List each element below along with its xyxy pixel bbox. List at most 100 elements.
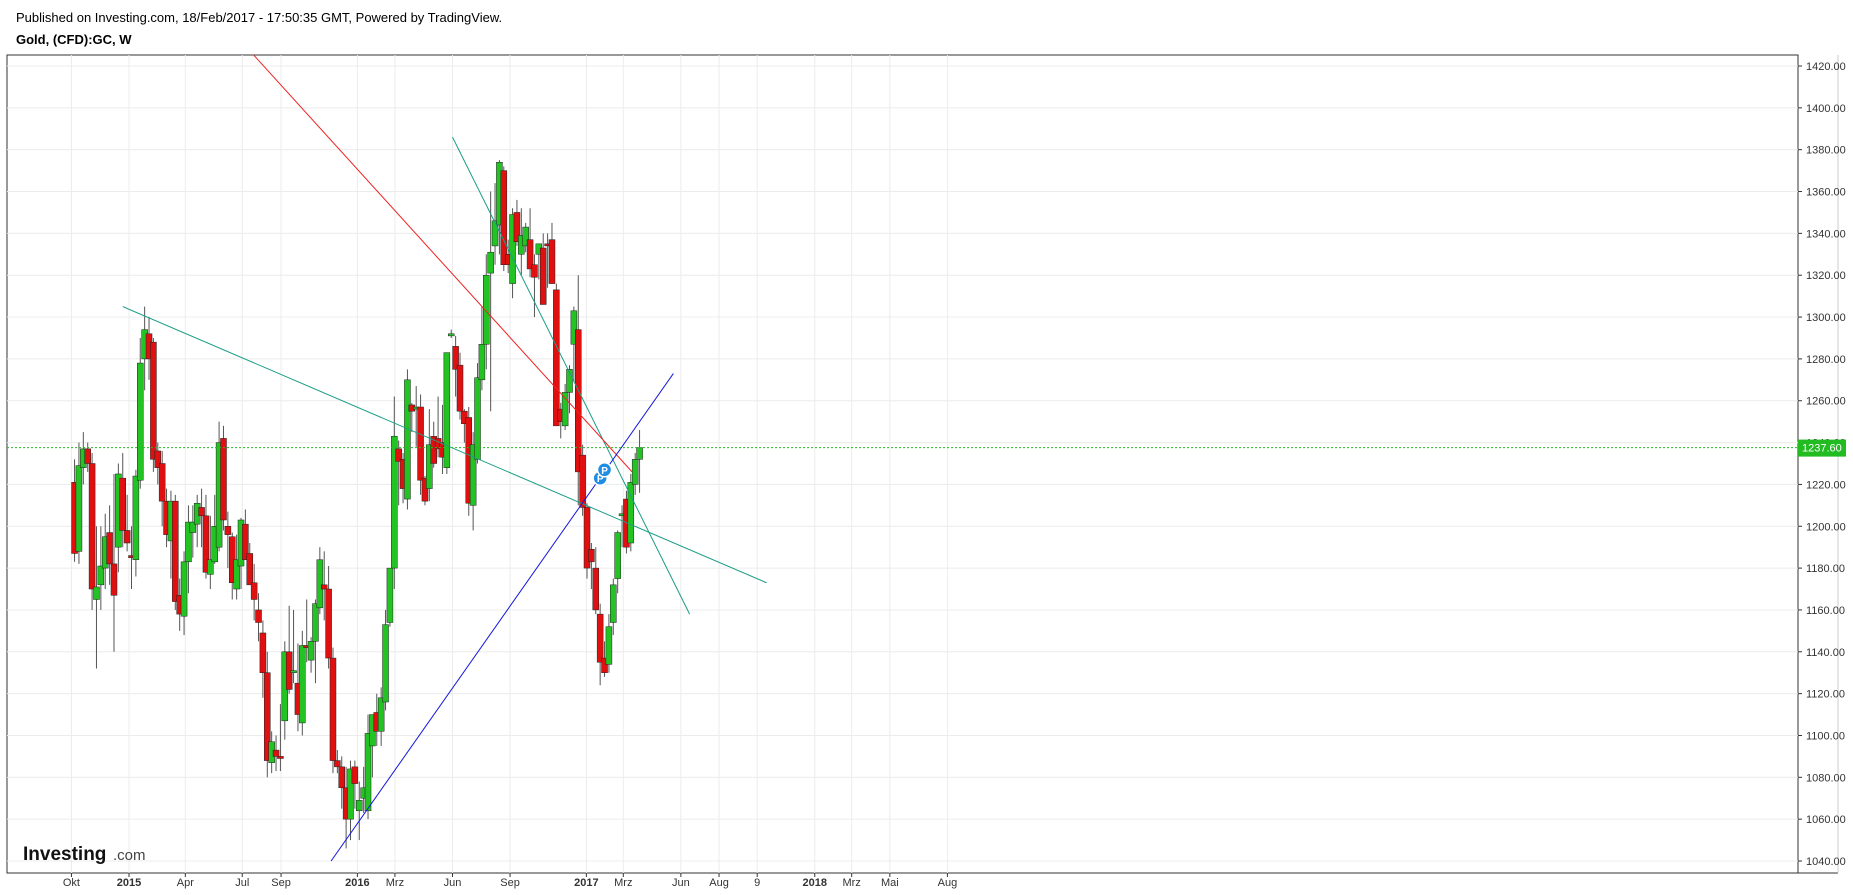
- candle-body-down: [539, 247, 547, 305]
- candle-body-up: [290, 670, 297, 673]
- candle-body-down: [255, 609, 262, 623]
- candle: [539, 233, 547, 305]
- annotations[interactable]: PP: [592, 462, 613, 486]
- candle-body-down: [456, 364, 464, 412]
- candle-body-up: [404, 379, 411, 500]
- y-tick-label: 1100.00: [1806, 730, 1845, 742]
- y-tick-label: 1300.00: [1806, 312, 1846, 324]
- candle-body-down: [84, 448, 91, 464]
- candle: [325, 566, 332, 669]
- y-tick-label: 1380.00: [1806, 145, 1846, 157]
- x-tick-label: Okt: [63, 877, 80, 889]
- x-axis-ticks: Okt 2015 Apr Jul Sep 2016 Mrz Jun Sep 2017 Mrz Jun A…: [63, 873, 957, 889]
- annotation-p-label: P: [597, 474, 604, 485]
- y-tick-label: 1200.00: [1806, 521, 1846, 533]
- x-tick-label: Mrz: [843, 877, 861, 889]
- candle-body-down: [325, 588, 332, 659]
- y-tick-label: 1360.00: [1806, 187, 1846, 199]
- annotation-p-bubble[interactable]: [596, 462, 613, 478]
- candle-body-up: [605, 626, 613, 665]
- candle: [364, 714, 372, 820]
- candle-body-up: [478, 344, 486, 381]
- candle-body-up: [483, 274, 490, 345]
- candle-body-down: [575, 329, 582, 473]
- candle-body-down: [351, 766, 359, 784]
- candle-body-up: [356, 800, 363, 812]
- candle: [338, 756, 345, 809]
- candle-body-down: [320, 584, 328, 590]
- candle-body-up: [636, 447, 643, 460]
- candle-body-up: [487, 251, 494, 274]
- candle: [382, 609, 389, 711]
- price-badge-label: 1237.60: [1802, 443, 1842, 455]
- candle-body-up: [180, 561, 188, 617]
- candle: [509, 208, 516, 299]
- candle: [106, 505, 113, 585]
- candle-body-down: [430, 436, 437, 464]
- y-tick-label: 1420.00: [1806, 61, 1846, 73]
- candle-body-down: [338, 766, 345, 789]
- candle-body-up: [377, 697, 385, 732]
- candle: [75, 442, 83, 564]
- candle-body-up: [316, 559, 324, 609]
- candle: [386, 567, 394, 627]
- candle: [561, 384, 569, 431]
- candle: [469, 432, 477, 531]
- candle-body-up: [522, 226, 529, 247]
- logo-brand: Investing: [23, 844, 106, 865]
- candle: [531, 254, 538, 318]
- candle: [426, 409, 433, 502]
- candle-body-down: [513, 212, 521, 242]
- candle-body-down: [417, 406, 424, 481]
- candle-body-down: [250, 582, 258, 600]
- candle: [220, 425, 227, 531]
- x-tick-label: 2016: [345, 877, 369, 889]
- candle: [522, 222, 529, 253]
- candle-body-up: [364, 733, 372, 812]
- y-tick-label: 1140.00: [1806, 647, 1845, 659]
- candle-body-down: [158, 463, 166, 502]
- candle-body-up: [307, 641, 315, 661]
- candle-body-down: [592, 567, 600, 611]
- candle: [526, 208, 534, 278]
- candle-body-up: [137, 362, 144, 481]
- candle: [347, 760, 354, 841]
- x-tick-label: Mrz: [386, 877, 404, 889]
- candle-body-down: [150, 341, 157, 460]
- candle: [189, 505, 197, 558]
- candle-body-down: [272, 749, 280, 757]
- candle-body-down: [500, 170, 508, 266]
- candle-body-down: [172, 500, 179, 602]
- candle: [417, 394, 424, 495]
- candle-body-down: [123, 530, 131, 544]
- trendlines: [122, 55, 767, 862]
- y-tick-label: 1180.00: [1806, 563, 1845, 575]
- trendline[interactable]: [452, 136, 691, 615]
- candle: [123, 494, 131, 552]
- candle: [596, 603, 604, 686]
- candle-body-down: [242, 523, 249, 560]
- annotation-p-icon[interactable]: P: [596, 462, 613, 478]
- candle: [610, 578, 617, 636]
- candlestick-series: [71, 160, 643, 849]
- x-tick-label: Mrz: [614, 877, 632, 889]
- candle-body-down: [198, 507, 205, 517]
- candle-body-up: [391, 436, 398, 569]
- candle: [478, 306, 486, 391]
- candle-body-up: [426, 444, 433, 489]
- candle-body-up: [312, 603, 319, 642]
- candle: [592, 547, 600, 615]
- candle: [421, 476, 429, 506]
- candle-body-down: [110, 563, 118, 596]
- candle: [320, 551, 328, 621]
- candle: [491, 183, 499, 265]
- trendline[interactable]: [122, 306, 767, 584]
- candle-body-down: [88, 463, 96, 590]
- trendline[interactable]: [330, 373, 674, 862]
- candle-body-down: [119, 477, 126, 531]
- symbol-title: Gold, (CFD):GC, W: [16, 32, 132, 47]
- candle: [285, 605, 293, 694]
- candle-body-up: [93, 586, 100, 600]
- trendline[interactable]: [253, 55, 633, 473]
